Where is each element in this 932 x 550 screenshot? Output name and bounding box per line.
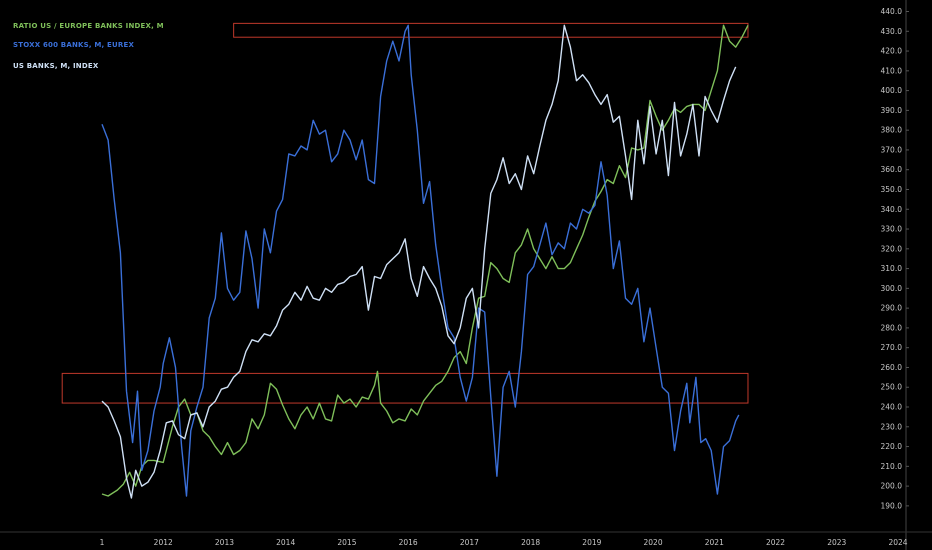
y-tick-label: 280.0: [881, 323, 903, 332]
y-tick-label: 360.0: [881, 165, 903, 174]
x-tick-label: 2022: [766, 538, 785, 547]
y-tick-label: 420.0: [881, 47, 903, 56]
x-tick-label: 2018: [521, 538, 540, 547]
series-line-2: [101, 24, 740, 497]
y-tick-label: 300.0: [881, 284, 903, 293]
y-tick-label: 240.0: [881, 403, 903, 412]
y-tick-label: 430.0: [881, 27, 903, 36]
y-tick-label: 440.0: [881, 7, 903, 16]
x-tick-label: 2021: [705, 538, 724, 547]
y-tick-label: 320.0: [881, 244, 903, 253]
legend-item-us-banks: US BANKS, M, INDEX: [13, 62, 99, 70]
y-tick-label: 370.0: [881, 145, 903, 154]
series-line-1: [101, 24, 749, 497]
y-tick-label: 220.0: [881, 442, 903, 451]
y-tick-label: 350.0: [881, 185, 903, 194]
y-tick-label: 200.0: [881, 482, 903, 491]
y-tick-label: 270.0: [881, 343, 903, 352]
y-tick-label: 410.0: [881, 66, 903, 75]
x-tick-label: 2019: [582, 538, 601, 547]
series-lines: [101, 24, 749, 499]
y-tick-label: 250.0: [881, 383, 903, 392]
x-tick-label: 2013: [215, 538, 234, 547]
y-tick-label: 210.0: [881, 462, 903, 471]
highlight-box-1: [233, 22, 749, 38]
x-tick-label: 2017: [460, 538, 479, 547]
y-tick-label: 260.0: [881, 363, 903, 372]
y-tick-label: 340.0: [881, 205, 903, 214]
y-tick-label: 330.0: [881, 225, 903, 234]
x-tick-label: 2015: [337, 538, 356, 547]
legend-item-stoxx600: STOXX 600 BANKS, M, EUREX: [13, 41, 135, 49]
series-line-3: [101, 24, 737, 499]
y-tick-label: 390.0: [881, 106, 903, 115]
y-axis: 190.0 200.0 210.0 220.0 230.0 240.0 250.0 260.0…: [881, 0, 909, 550]
y-tick-label: 400.0: [881, 86, 903, 95]
y-tick-label: 190.0: [881, 501, 903, 510]
x-tick-label: 2020: [644, 538, 663, 547]
highlight-box-2: [61, 372, 749, 404]
x-tick-label: 2012: [154, 538, 173, 547]
highlight-zones: [61, 22, 749, 404]
x-tick-label: 1: [100, 538, 105, 547]
y-tick-label: 290.0: [881, 304, 903, 313]
x-tick-label: 2014: [276, 538, 295, 547]
legend-item-ratio: RATIO US / EUROPE BANKS INDEX, M: [13, 22, 164, 30]
y-tick-label: 380.0: [881, 126, 903, 135]
x-tick-label: 2016: [399, 538, 418, 547]
y-tick-label: 230.0: [881, 422, 903, 431]
x-tick-label: 2023: [827, 538, 846, 547]
x-tick-label: 2024: [888, 538, 907, 547]
x-axis: 1 2012 2013 2014 2015 2016 2017 2018 2019 2020 202…: [0, 531, 932, 547]
y-tick-label: 310.0: [881, 264, 903, 273]
